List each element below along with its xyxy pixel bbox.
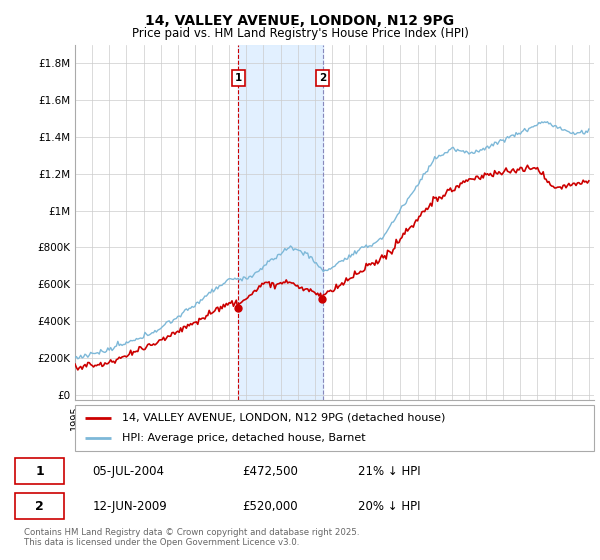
- Text: Price paid vs. HM Land Registry's House Price Index (HPI): Price paid vs. HM Land Registry's House …: [131, 27, 469, 40]
- Text: 1: 1: [235, 73, 242, 83]
- Text: 21% ↓ HPI: 21% ↓ HPI: [358, 465, 420, 478]
- Text: £520,000: £520,000: [242, 500, 298, 512]
- FancyBboxPatch shape: [15, 493, 64, 520]
- Text: HPI: Average price, detached house, Barnet: HPI: Average price, detached house, Barn…: [122, 433, 365, 444]
- Text: 05-JUL-2004: 05-JUL-2004: [92, 465, 164, 478]
- FancyBboxPatch shape: [15, 458, 64, 484]
- Text: 14, VALLEY AVENUE, LONDON, N12 9PG: 14, VALLEY AVENUE, LONDON, N12 9PG: [145, 14, 455, 28]
- Text: 2: 2: [319, 73, 326, 83]
- Bar: [238, 45, 323, 400]
- Text: 1: 1: [35, 465, 44, 478]
- Text: Contains HM Land Registry data © Crown copyright and database right 2025.
This d: Contains HM Land Registry data © Crown c…: [24, 528, 359, 547]
- Text: 14, VALLEY AVENUE, LONDON, N12 9PG (detached house): 14, VALLEY AVENUE, LONDON, N12 9PG (deta…: [122, 413, 445, 423]
- Text: 2: 2: [35, 500, 44, 512]
- Text: 20% ↓ HPI: 20% ↓ HPI: [358, 500, 420, 512]
- Text: £472,500: £472,500: [242, 465, 298, 478]
- Text: 12-JUN-2009: 12-JUN-2009: [92, 500, 167, 512]
